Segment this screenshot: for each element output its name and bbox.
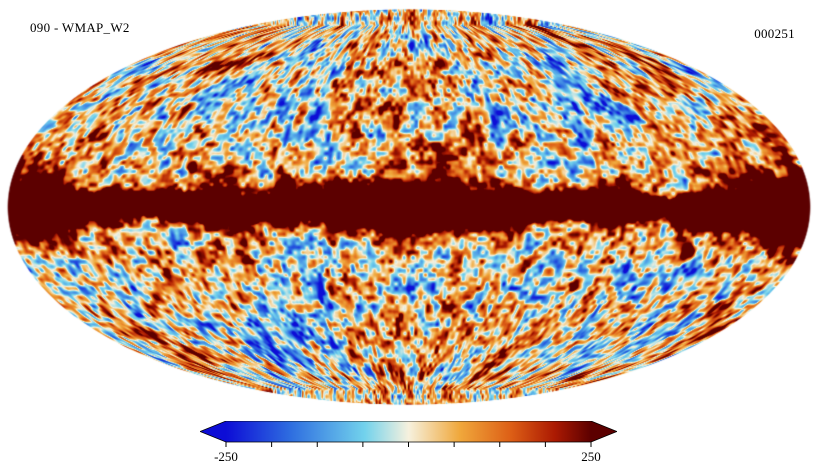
- colorbar-min-label: -250: [214, 449, 238, 464]
- colorbar-tick-labels: -250 250: [200, 448, 617, 466]
- map-title: 090 - WMAP_W2: [30, 20, 130, 35]
- colorbar: -250 250: [200, 421, 617, 466]
- frame-number: 000251: [754, 26, 795, 41]
- colorbar-max-label: 250: [581, 449, 601, 464]
- colorbar-svg: [200, 421, 617, 447]
